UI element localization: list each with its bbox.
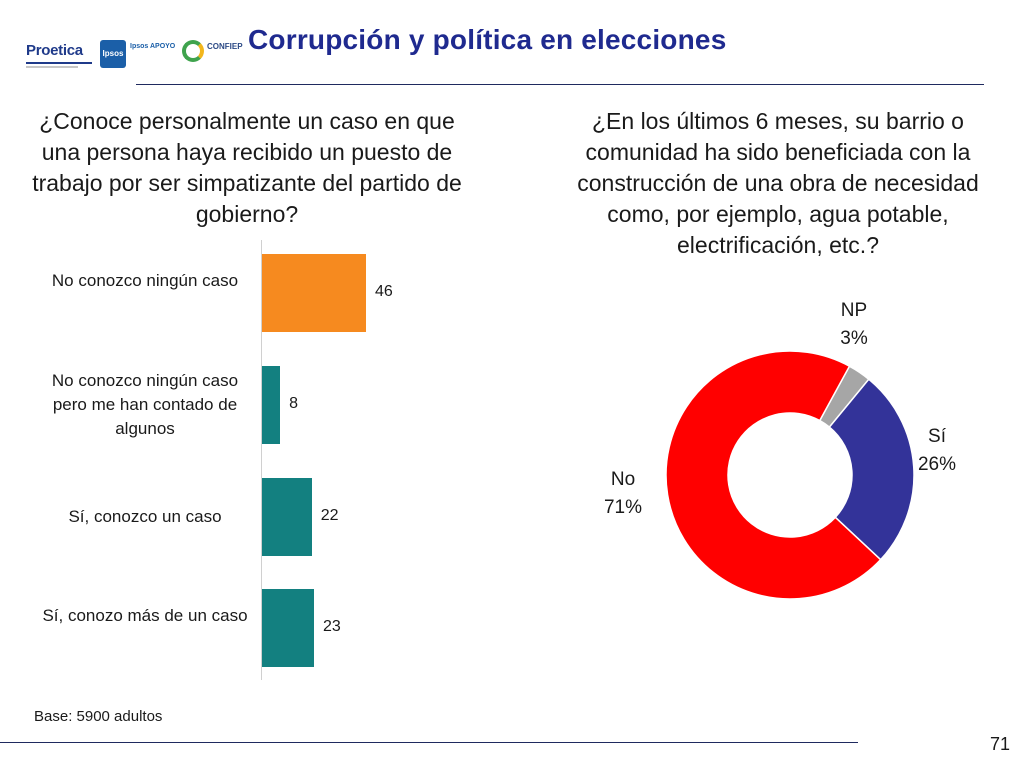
donut-slice-name: NP <box>840 300 868 321</box>
donut-slice-value: 3% <box>840 328 868 349</box>
bar-value-label: 22 <box>320 507 339 524</box>
ipsos-logo-mark: Ipsos <box>100 40 126 68</box>
donut-slice-name: Sí <box>928 426 946 447</box>
donut-slice-label: No 71% <box>592 466 654 522</box>
bar-category-label: No conozco ningún caso <box>51 271 239 290</box>
confiep-logo-mark <box>182 40 204 62</box>
donut-slice-name: No <box>610 469 636 490</box>
donut-slice <box>665 350 882 600</box>
confiep-logo: CONFIEP <box>182 36 244 72</box>
bar-value-label: 8 <box>289 395 298 412</box>
bar-chart: No conozco ningún caso 46 No conozco ningú… <box>40 240 500 680</box>
base-note: Base: 5900 adultos <box>34 708 163 725</box>
bar <box>262 478 312 556</box>
donut-slice-label: Sí 26% <box>906 423 968 479</box>
bar-category-label: No conozco ningún caso pero me han conta… <box>51 371 239 438</box>
bar <box>262 589 314 667</box>
right-question: ¿En los últimos 6 meses, su barrio o com… <box>577 108 979 258</box>
bar-value-label: 46 <box>374 283 393 300</box>
bar-value-label: 23 <box>322 618 341 635</box>
footer-divider <box>0 742 858 743</box>
page-title: Corrupción y política en elecciones <box>248 24 727 55</box>
bar <box>262 366 281 444</box>
logo-strip: Proetica Ipsos Ipsos APOYO CONFIEP <box>26 34 244 74</box>
bar-chart-axis <box>261 240 262 680</box>
ipsos-logo-tagline: Ipsos APOYO <box>130 43 176 50</box>
title-divider <box>136 84 984 85</box>
proetica-logo: Proetica <box>26 42 94 72</box>
donut-slice-label: NP 3% <box>824 297 884 353</box>
proetica-logo-text: Proetica <box>26 42 83 59</box>
bar-category-label: Sí, conozo más de un caso <box>42 606 248 625</box>
left-question: ¿Conoce personalmente un caso en que una… <box>32 108 462 227</box>
page-number: 71 <box>990 734 1011 754</box>
bar <box>262 254 366 332</box>
confiep-logo-text: CONFIEP <box>207 42 243 51</box>
donut-chart <box>665 350 915 600</box>
ipsos-logo: Ipsos Ipsos APOYO <box>100 36 196 72</box>
donut-slice-value: 71% <box>603 497 643 518</box>
bar-category-label: Sí, conozco un caso <box>68 507 222 526</box>
donut-slice <box>828 378 915 561</box>
donut-slice-value: 26% <box>917 454 957 475</box>
